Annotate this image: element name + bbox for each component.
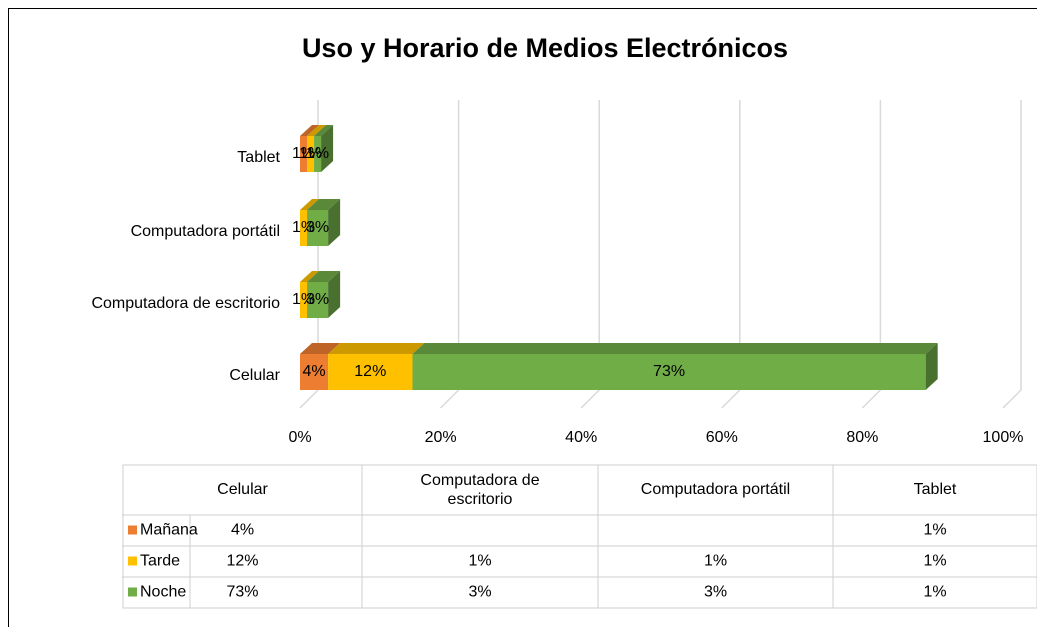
bar xyxy=(300,210,308,246)
data-label: 3% xyxy=(306,219,329,236)
legend-label: Noche xyxy=(140,584,186,601)
table-value: 1% xyxy=(923,584,946,601)
table-value: 1% xyxy=(468,553,491,570)
category-label: Computadora portátil xyxy=(131,223,280,240)
table-cell xyxy=(122,464,1037,609)
bar-top xyxy=(300,125,320,136)
bar-top xyxy=(412,343,938,354)
legend-label: Mañana xyxy=(140,522,198,539)
legend-key xyxy=(128,556,137,566)
table-header: Computadora portátil xyxy=(641,481,790,498)
bar xyxy=(307,210,329,246)
table-header: Computadora de escritorio xyxy=(420,472,539,508)
data-label: 1% xyxy=(299,145,322,162)
data-label: 73% xyxy=(653,363,685,380)
bar-top xyxy=(307,271,341,282)
bar xyxy=(328,354,413,390)
bar-top xyxy=(307,199,341,210)
data-label: 12% xyxy=(354,363,386,380)
chart-border xyxy=(8,8,1037,627)
bar-side xyxy=(328,271,341,318)
data-label: 1% xyxy=(292,291,315,308)
bar-top xyxy=(307,125,327,136)
data-label: 3% xyxy=(306,291,329,308)
table-header: Celular xyxy=(217,481,268,498)
bar xyxy=(314,136,322,172)
bar xyxy=(307,282,329,318)
category-label: Celular xyxy=(229,367,280,384)
table-value: 73% xyxy=(226,584,258,601)
legend-key xyxy=(128,525,137,535)
data-label: 1% xyxy=(306,145,329,162)
bar-side xyxy=(925,343,938,390)
legend-label: Tarde xyxy=(140,553,180,570)
table-header-line: Computadora de xyxy=(420,472,539,489)
bar-side xyxy=(328,199,341,246)
bar xyxy=(300,136,308,172)
table-value: 4% xyxy=(231,522,254,539)
category-label: Tablet xyxy=(237,149,280,166)
bar-side xyxy=(321,125,334,172)
grid-line xyxy=(1002,100,1022,409)
table-value: 1% xyxy=(923,553,946,570)
x-tick-label: 0% xyxy=(288,429,311,446)
bar xyxy=(307,136,315,172)
x-tick-label: 80% xyxy=(846,429,878,446)
table-value: 1% xyxy=(704,553,727,570)
table-value: 1% xyxy=(923,522,946,539)
legend-key xyxy=(128,587,137,597)
x-tick-label: 60% xyxy=(706,429,738,446)
x-tick-label: 100% xyxy=(983,429,1024,446)
bar xyxy=(300,354,329,390)
category-label: Computadora de escritorio xyxy=(91,295,280,312)
bar-top xyxy=(328,343,425,354)
bar-top xyxy=(314,125,334,136)
table-header-line: escritorio xyxy=(448,491,513,508)
data-label: 1% xyxy=(292,145,315,162)
table-header: Tablet xyxy=(914,481,957,498)
table-value: 3% xyxy=(468,584,491,601)
bar-top xyxy=(300,343,341,354)
chart-title: Uso y Horario de Medios Electrónicos xyxy=(302,33,788,63)
x-tick-label: 20% xyxy=(425,429,457,446)
bar-top xyxy=(300,199,320,210)
data-label: 4% xyxy=(302,363,325,380)
bar-top xyxy=(300,271,320,282)
bar xyxy=(300,282,308,318)
table-value: 3% xyxy=(704,584,727,601)
data-label: 1% xyxy=(292,219,315,236)
bar xyxy=(412,354,926,390)
x-tick-label: 40% xyxy=(565,429,597,446)
table-value: 12% xyxy=(226,553,258,570)
